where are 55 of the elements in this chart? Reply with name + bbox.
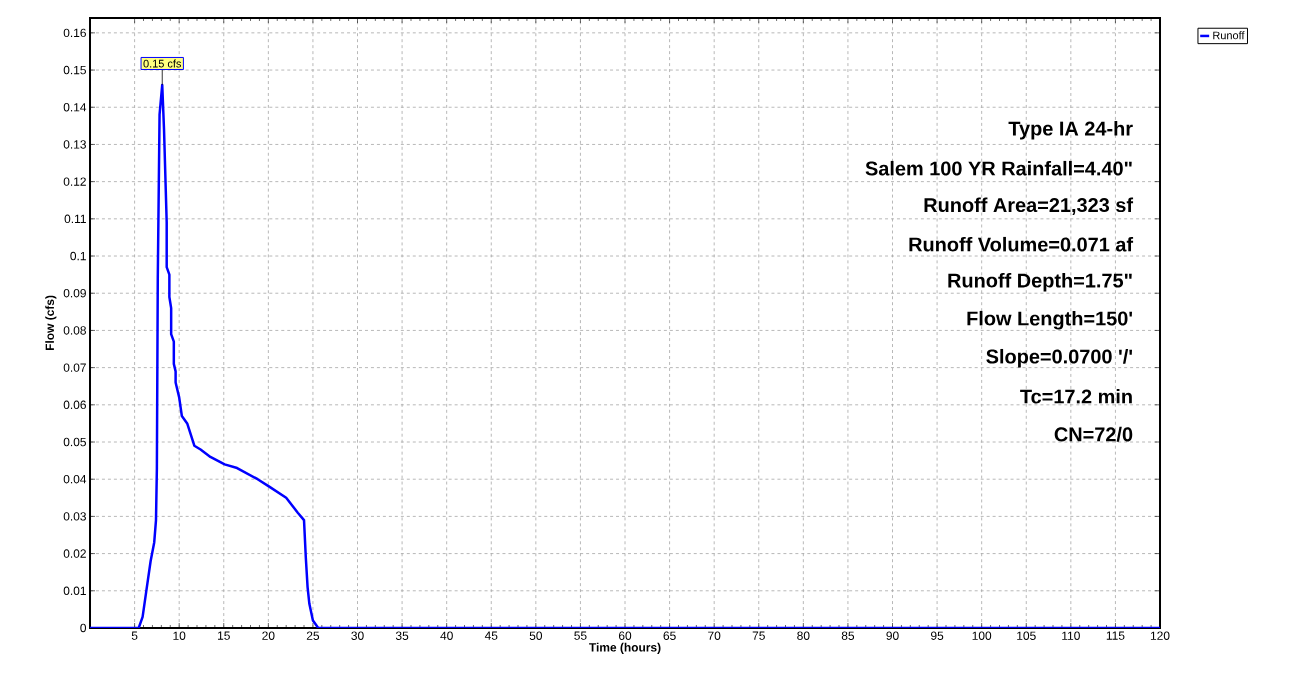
x-tick-label: 25 xyxy=(306,631,320,640)
x-tick-label: 115 xyxy=(1106,631,1125,640)
y-tick-label: 0.16 xyxy=(63,28,86,38)
x-axis-title: Time (hours) xyxy=(589,642,661,654)
x-tick-label: 100 xyxy=(972,631,992,640)
x-tick-label: 40 xyxy=(440,631,453,640)
y-tick-label: 0.01 xyxy=(63,586,86,596)
x-tick-label: 70 xyxy=(708,631,721,640)
x-tick-label: 35 xyxy=(395,631,409,640)
y-axis-title: Flow (cfs) xyxy=(45,295,57,351)
x-tick-label: 90 xyxy=(886,631,899,640)
x-tick-label: 110 xyxy=(1062,631,1080,640)
x-tick-label: 10 xyxy=(173,631,186,640)
x-tick-label: 55 xyxy=(574,631,587,640)
annotation: Flow Length=150' xyxy=(967,310,1133,330)
annotation: Salem 100 YR Rainfall=4.40" xyxy=(865,160,1132,176)
x-tick-label: 80 xyxy=(797,631,810,640)
x-tick-label: 5 xyxy=(131,631,138,640)
y-tick-label: 0.07 xyxy=(63,363,86,372)
annotation: Type IA 24-hr xyxy=(1008,120,1133,140)
y-tick-label: 0.12 xyxy=(63,177,86,186)
annotation: Runoff Volume=0.071 af xyxy=(909,236,1134,252)
y-tick-label: 0.04 xyxy=(63,474,87,484)
annotation: Slope=0.0700 '/' xyxy=(986,348,1133,368)
y-tick-label: 0.05 xyxy=(63,437,86,447)
x-tick-label: 65 xyxy=(663,631,676,640)
y-tick-label: 0.06 xyxy=(63,400,86,410)
y-tick-label: 0.11 xyxy=(64,214,86,224)
y-tick-label: 0.15 xyxy=(63,65,86,75)
y-tick-label: 0.1 xyxy=(70,251,86,261)
y-tick-label: 0.09 xyxy=(63,289,86,298)
x-tick-label: 50 xyxy=(529,631,543,640)
y-tick-label: 0.02 xyxy=(63,549,86,558)
x-tick-label: 20 xyxy=(262,631,275,640)
annotation: Tc=17.2 min xyxy=(1020,388,1132,404)
y-tick-label: 0.14 xyxy=(63,103,87,112)
x-tick-label: 75 xyxy=(752,631,765,640)
annotation: Runoff Depth=1.75" xyxy=(948,272,1132,292)
y-tick-label: 0.13 xyxy=(63,140,86,149)
annotation: 0.15 cfs xyxy=(143,59,182,68)
x-tick-label: 30 xyxy=(351,631,364,640)
annotation: CN=72/0 xyxy=(1054,426,1133,442)
y-tick-label: 0 xyxy=(80,623,87,633)
x-tick-label: 85 xyxy=(841,631,855,640)
y-tick-label: 0.08 xyxy=(63,326,86,335)
x-tick-label: 120 xyxy=(1150,631,1170,640)
x-tick-label: 60 xyxy=(618,631,632,640)
line-series xyxy=(90,83,1161,628)
x-tick-label: 15 xyxy=(218,631,230,640)
annotation: Runoff Area=21,323 sf xyxy=(924,197,1134,215)
x-tick-label: 45 xyxy=(484,631,498,640)
x-tick-label: 95 xyxy=(931,631,944,640)
x-tick-label: 105 xyxy=(1017,631,1036,640)
y-tick-label: 0.03 xyxy=(63,512,86,521)
legend-label: Runoff xyxy=(1213,31,1245,40)
